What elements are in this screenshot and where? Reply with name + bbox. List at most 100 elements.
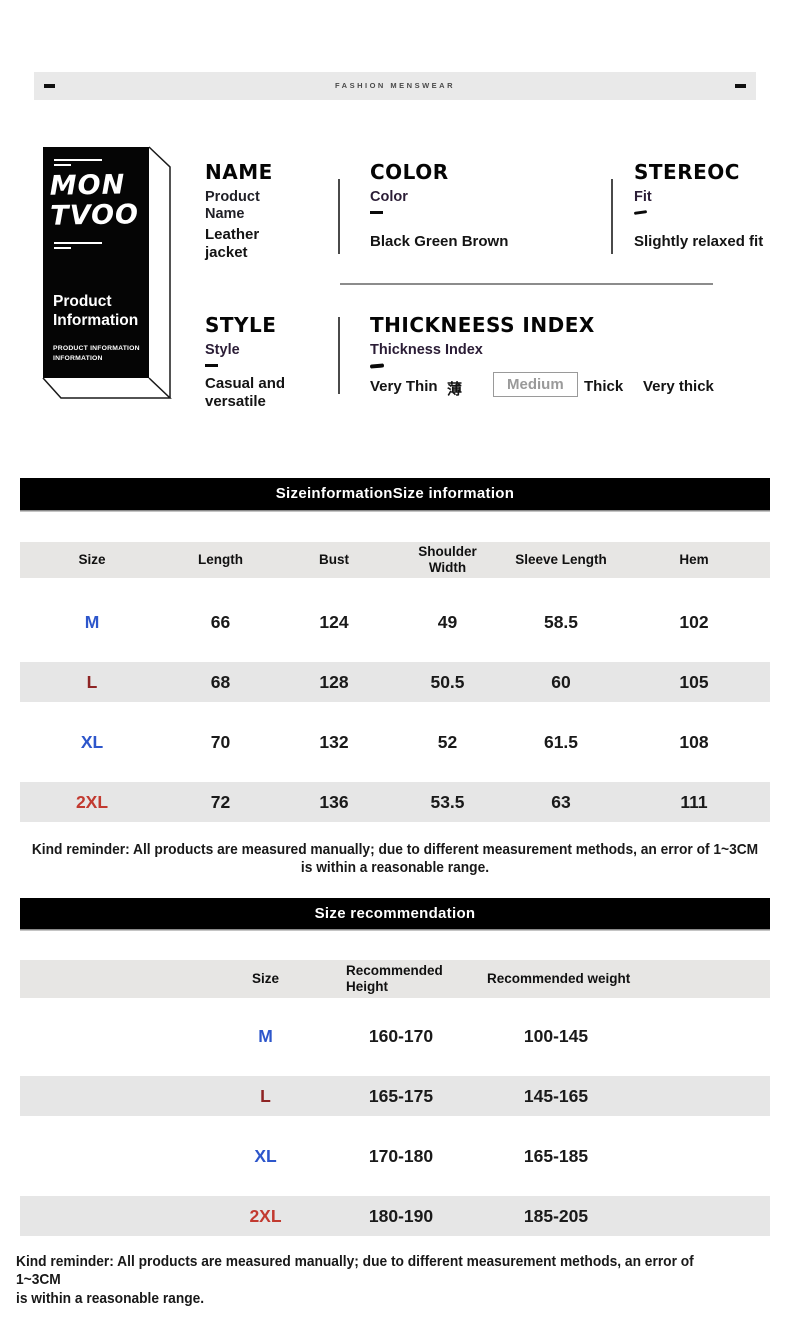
thickness-option-very-thick: Very thick [643, 378, 714, 395]
size-info-title: SizeinformationSize information [275, 485, 515, 502]
thickness-option-very-thin: Very Thin [370, 378, 438, 395]
section-color: COLOR Color Black Green Brown [370, 160, 605, 251]
length-value: 68 [210, 671, 231, 692]
brand-logo-line2: TVOO [49, 199, 140, 233]
thickness-underline-dash [369, 363, 385, 369]
measurement-reminder-top: Kind reminder: All products are measured… [31, 842, 759, 877]
style-label: Style [205, 342, 240, 358]
color-heading: COLOR [370, 160, 449, 184]
name-heading: NAME [205, 160, 273, 184]
size-label: XL [80, 731, 104, 752]
size-label: L [86, 671, 98, 692]
col-recommended-height: Recommended Height [346, 962, 443, 994]
size-recommendation-title: Size recommendation [314, 905, 476, 922]
size-table-row-l: L 68 128 50.5 60 105 [20, 662, 770, 702]
divider-color-fit [611, 179, 613, 254]
size-recommendation-title-bar: Size recommendation [20, 898, 770, 929]
shoulder-value: 53.5 [430, 791, 465, 812]
brand-logo-line1: MON [49, 169, 126, 202]
divider-style-thickness [338, 317, 340, 394]
color-underline-dash [370, 210, 383, 214]
col-recommended-weight: Recommended weight [487, 970, 631, 986]
weight-value: 165-185 [523, 1145, 589, 1166]
size-info-title-bar: SizeinformationSize information [20, 478, 770, 510]
size-label: 2XL [75, 791, 109, 812]
bust-value: 128 [319, 671, 349, 692]
size-label: L [260, 1085, 271, 1106]
length-value: 66 [210, 611, 231, 632]
color-label: Color [370, 189, 408, 205]
thickness-heading: THICKNEESS INDEX [370, 313, 595, 337]
recommend-row-m: M 160-170 100-145 [20, 1016, 770, 1056]
fit-heading: STEREOC [634, 160, 740, 184]
recommend-row-xl: XL 170-180 165-185 [20, 1136, 770, 1176]
size-label: M [258, 1025, 273, 1046]
measurement-reminder-bottom: Kind reminder: All products are measured… [16, 1254, 694, 1307]
section-fit: STEREOC Fit Slightly relaxed fit [633, 160, 790, 251]
bust-value: 136 [319, 791, 349, 812]
hem-value: 108 [679, 731, 709, 752]
hem-value: 102 [679, 611, 709, 632]
height-value: 160-170 [368, 1025, 434, 1046]
fit-underline-dash [633, 209, 648, 215]
card-subtext: PRODUCT INFORMATION INFORMATION [53, 345, 140, 363]
thickness-option-thin-cn: 薄 [447, 381, 463, 398]
size-table-row-xl: XL 70 132 52 61.5 108 [20, 722, 770, 762]
bust-value: 124 [319, 611, 349, 632]
fit-value: Slightly relaxed fit [634, 232, 764, 250]
height-value: 170-180 [368, 1145, 434, 1166]
sleeve-value: 63 [551, 791, 571, 812]
weight-value: 100-145 [523, 1025, 589, 1046]
hem-value: 105 [679, 671, 709, 692]
shoulder-value: 49 [437, 611, 458, 632]
col-hem: Hem [679, 551, 709, 567]
size-label: 2XL [249, 1205, 282, 1226]
style-heading: STYLE [205, 313, 277, 337]
hem-value: 111 [680, 791, 708, 812]
height-value: 180-190 [368, 1205, 434, 1226]
height-value: 165-175 [368, 1085, 434, 1106]
section-style: STYLE Style Casual and versatile [205, 313, 330, 411]
banner-title: FASHION MENSWEAR [334, 81, 455, 90]
length-value: 72 [210, 791, 231, 812]
divider-name-color [338, 179, 340, 254]
size-table-row-m: M 66 124 49 58.5 102 [20, 602, 770, 642]
size-table-row-2xl: 2XL 72 136 53.5 63 111 [20, 782, 770, 822]
bust-value: 132 [319, 731, 349, 752]
card-rule-top-short [54, 164, 71, 166]
card-title: Product Information [53, 293, 139, 330]
weight-value: 145-165 [523, 1085, 589, 1106]
sleeve-value: 60 [551, 671, 571, 692]
brand-logo: MON TVOO [49, 169, 140, 233]
recommend-row-l: L 165-175 145-165 [20, 1076, 770, 1116]
col-length: Length [198, 551, 243, 567]
shoulder-value: 50.5 [430, 671, 465, 692]
fit-label: Fit [634, 189, 652, 205]
shoulder-value: 52 [437, 731, 458, 752]
top-banner: FASHION MENSWEAR [34, 72, 756, 100]
section-thickness: THICKNEESS INDEX Thickness Index [369, 313, 790, 369]
length-value: 70 [210, 731, 231, 752]
thickness-option-thick: Thick [584, 378, 624, 395]
banner-dash-left-icon [44, 84, 55, 88]
section-name: NAME Product Name Leather jacket [205, 160, 330, 262]
card-rule-bottom-short [54, 247, 71, 249]
brand-card-box [42, 146, 172, 399]
recommend-row-2xl: 2XL 180-190 185-205 [20, 1196, 770, 1236]
weight-value: 185-205 [523, 1205, 589, 1226]
recommend-table-header: Size Recommended Height Recommended weig… [20, 960, 770, 998]
card-rule-top-long [54, 159, 102, 161]
banner-dash-right-icon [735, 84, 746, 88]
size-label: M [84, 611, 100, 632]
col-bust: Bust [319, 551, 349, 567]
name-value: Leather jacket [205, 226, 260, 262]
col-shoulder-width: Shoulder Width [418, 543, 477, 575]
size-label: XL [254, 1145, 277, 1166]
horizontal-rule [340, 283, 713, 285]
col-size: Size [78, 551, 106, 567]
name-label: Product Name [205, 189, 260, 222]
style-underline-dash [205, 363, 218, 367]
thickness-option-medium-selected: Medium [493, 372, 578, 397]
card-rule-bottom-long [54, 242, 102, 244]
